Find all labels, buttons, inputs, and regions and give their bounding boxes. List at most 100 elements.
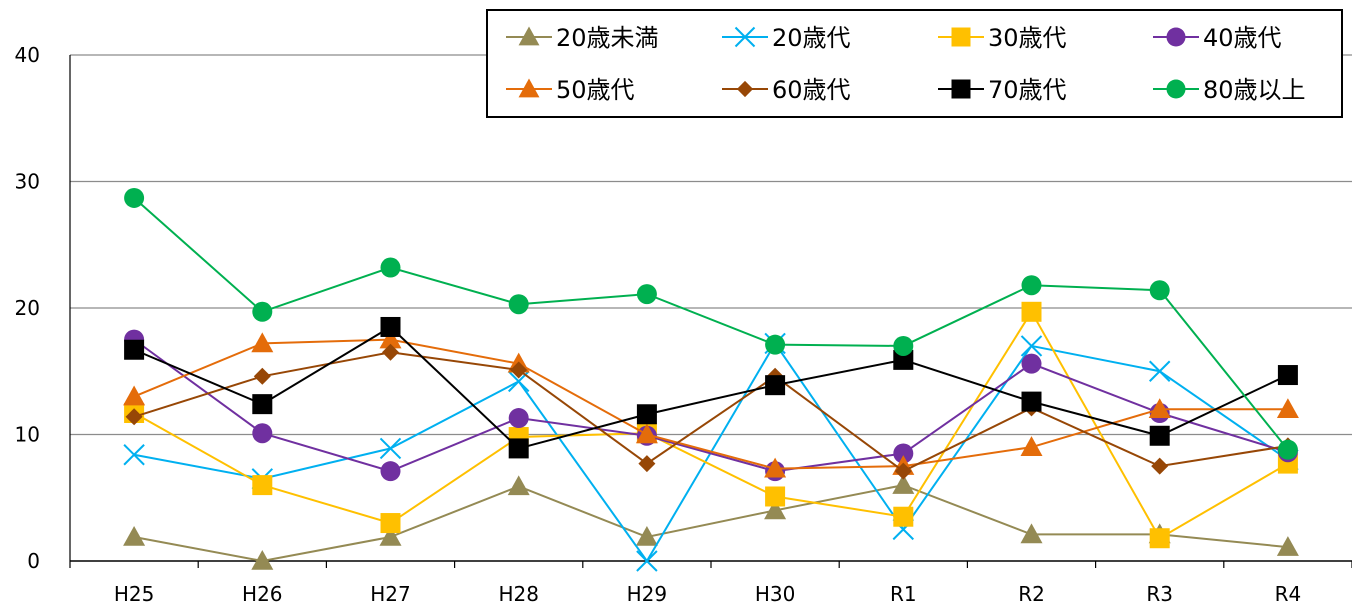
legend-label: 20歳未満 — [556, 24, 659, 52]
data-point — [252, 475, 273, 496]
legend-label: 50歳代 — [556, 76, 635, 104]
data-point — [125, 408, 143, 426]
x-tick-label: H29 — [627, 582, 668, 606]
x-tick-label: H28 — [498, 582, 539, 606]
legend-item: 70歳代 — [938, 76, 1067, 104]
y-tick-label: 30 — [15, 170, 40, 194]
data-point — [1151, 457, 1169, 475]
x-tick-label: R2 — [1018, 582, 1045, 606]
data-point — [510, 361, 528, 379]
data-point — [1149, 280, 1170, 301]
data-point — [764, 457, 787, 478]
data-point — [893, 443, 914, 464]
data-point — [636, 284, 657, 305]
legend-label: 70歳代 — [988, 76, 1067, 104]
data-point — [380, 257, 401, 278]
data-point — [252, 394, 273, 415]
series-line — [133, 338, 1288, 470]
data-point — [253, 367, 271, 385]
data-point — [1149, 425, 1170, 446]
series-8 — [124, 187, 1298, 460]
data-point — [636, 404, 657, 425]
legend-marker — [951, 27, 971, 47]
x-tick-label: H26 — [242, 582, 283, 606]
data-point — [123, 444, 145, 466]
data-point — [765, 375, 786, 396]
data-point — [1149, 528, 1170, 549]
series-5 — [123, 328, 1299, 478]
data-point — [635, 525, 658, 546]
data-point — [892, 474, 915, 494]
data-point — [635, 423, 658, 444]
marker-stroke — [379, 437, 402, 460]
data-point — [251, 332, 274, 353]
legend-label: 30歳代 — [988, 24, 1067, 52]
data-point — [893, 349, 914, 370]
y-tick-label: 0 — [27, 549, 40, 573]
y-tick-label: 10 — [15, 423, 40, 447]
data-point — [252, 423, 273, 444]
legend-label: 80歳以上 — [1203, 76, 1306, 104]
data-point — [893, 506, 914, 527]
series-7 — [124, 316, 1298, 459]
y-axis-ticks: 0 10 20 30 40 — [15, 43, 40, 573]
data-point — [380, 461, 401, 482]
legend: 20歳未満 20歳代 30歳代 40歳代 50歳代 60歳代 70歳代 80歳以上 — [486, 9, 1343, 118]
legend-item: 40歳代 — [1153, 24, 1282, 52]
data-point — [1277, 439, 1298, 460]
data-point — [380, 513, 401, 534]
x-tick-label: H25 — [114, 582, 155, 606]
data-point — [764, 499, 787, 520]
marker-stroke — [123, 444, 145, 466]
legend-item: 30歳代 — [938, 24, 1067, 52]
series-line — [133, 325, 1289, 450]
x-axis-ticks: H25 H26 H27 H28 H29 H30 R1 R2 R3 R4 — [69, 561, 1352, 606]
legend-item: 80歳以上 — [1153, 76, 1306, 104]
legend-label: 20歳代 — [772, 24, 851, 52]
data-point — [765, 334, 786, 355]
legend-box — [486, 9, 1343, 118]
data-point — [380, 316, 401, 337]
data-point — [251, 550, 274, 570]
legend-marker — [736, 80, 754, 98]
data-point — [508, 408, 529, 429]
data-point — [252, 301, 273, 322]
data-point — [638, 455, 656, 473]
x-tick-label: H27 — [370, 582, 411, 606]
marker-stroke — [734, 26, 756, 48]
series-line — [133, 309, 1289, 540]
marker-stroke — [1148, 360, 1171, 382]
data-point — [894, 462, 912, 480]
legend-item: 50歳代 — [506, 76, 635, 104]
legend-marker — [518, 26, 540, 46]
series-3 — [124, 301, 1298, 549]
series-line — [133, 197, 1289, 451]
y-tick-label: 40 — [15, 43, 40, 67]
x-tick-label: R1 — [890, 582, 917, 606]
legend-label: 60歳代 — [772, 76, 851, 104]
series-layer — [123, 187, 1299, 572]
series-line — [133, 351, 1289, 473]
data-point — [379, 328, 402, 349]
data-point — [1020, 335, 1043, 357]
data-point — [124, 187, 145, 208]
legend-label: 40歳代 — [1203, 24, 1282, 52]
marker-stroke — [636, 550, 658, 572]
data-point — [1148, 360, 1171, 382]
series-4 — [124, 329, 1298, 482]
data-point — [1020, 523, 1043, 544]
data-point — [1277, 365, 1298, 386]
data-point — [893, 335, 914, 356]
x-tick-label: R4 — [1275, 582, 1302, 606]
data-point — [123, 385, 146, 406]
data-point — [508, 294, 529, 315]
data-point — [1021, 391, 1042, 412]
legend-item: 60歳代 — [722, 76, 851, 104]
data-point — [636, 550, 658, 572]
data-point — [379, 525, 402, 546]
data-point — [1020, 436, 1043, 456]
y-tick-label: 20 — [15, 296, 40, 320]
data-point — [1148, 398, 1171, 418]
data-point — [123, 525, 146, 546]
